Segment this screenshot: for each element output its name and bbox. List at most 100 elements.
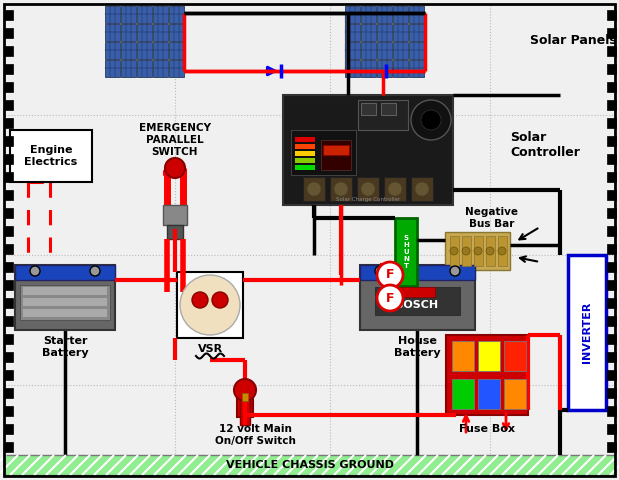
Bar: [607, 190, 616, 200]
Bar: [607, 262, 616, 272]
Bar: [237, 387, 253, 417]
Bar: [395, 218, 417, 286]
Bar: [177, 272, 243, 338]
Bar: [445, 232, 510, 270]
Bar: [607, 226, 616, 236]
Circle shape: [234, 379, 256, 401]
Bar: [607, 172, 616, 182]
Bar: [361, 60, 376, 77]
Bar: [345, 24, 360, 41]
Bar: [4, 388, 13, 398]
Bar: [4, 352, 13, 362]
Circle shape: [450, 266, 460, 276]
Bar: [409, 60, 424, 77]
Bar: [607, 10, 616, 20]
Text: VSR: VSR: [197, 344, 223, 354]
Bar: [377, 42, 392, 59]
Text: S
H
U
N
T: S H U N T: [403, 235, 409, 269]
Bar: [478, 341, 500, 371]
Circle shape: [377, 262, 403, 288]
Bar: [242, 393, 248, 401]
Bar: [321, 140, 351, 170]
Circle shape: [212, 292, 228, 308]
Bar: [450, 236, 459, 266]
Text: INVERTER: INVERTER: [582, 301, 592, 363]
Bar: [478, 379, 500, 409]
Bar: [607, 28, 616, 38]
Bar: [137, 42, 152, 59]
Bar: [105, 24, 120, 41]
Bar: [153, 42, 168, 59]
Bar: [498, 236, 507, 266]
Bar: [330, 177, 352, 201]
Bar: [361, 6, 376, 23]
Bar: [399, 287, 435, 297]
Bar: [105, 42, 120, 59]
Bar: [345, 42, 360, 59]
Bar: [4, 406, 13, 416]
Bar: [393, 42, 408, 59]
Bar: [4, 316, 13, 326]
Bar: [358, 100, 408, 130]
Bar: [4, 208, 13, 218]
Bar: [23, 298, 107, 306]
Bar: [121, 60, 136, 77]
Bar: [4, 82, 13, 92]
Bar: [409, 42, 424, 59]
Bar: [4, 262, 13, 272]
Text: BOSCH: BOSCH: [396, 300, 439, 310]
Bar: [4, 190, 13, 200]
Bar: [384, 177, 406, 201]
Bar: [303, 177, 325, 201]
Bar: [607, 406, 616, 416]
Bar: [15, 265, 115, 330]
Bar: [409, 24, 424, 41]
Circle shape: [498, 247, 506, 255]
Bar: [375, 287, 460, 315]
Text: F: F: [386, 268, 394, 281]
Bar: [409, 6, 424, 23]
Bar: [474, 236, 483, 266]
Bar: [169, 42, 184, 59]
Bar: [153, 24, 168, 41]
Bar: [504, 341, 526, 371]
Bar: [4, 172, 13, 182]
Bar: [607, 352, 616, 362]
Circle shape: [30, 266, 40, 276]
Bar: [607, 118, 616, 128]
Bar: [295, 144, 315, 149]
Bar: [15, 265, 115, 280]
Bar: [360, 265, 475, 280]
Bar: [153, 6, 168, 23]
Bar: [291, 130, 356, 175]
Bar: [361, 24, 376, 41]
Bar: [23, 287, 107, 295]
Circle shape: [377, 285, 403, 311]
Bar: [10, 130, 92, 182]
Text: F: F: [386, 291, 394, 304]
Bar: [4, 136, 13, 146]
Bar: [393, 24, 408, 41]
Text: Negative
Bus Bar: Negative Bus Bar: [465, 207, 519, 229]
Bar: [4, 100, 13, 110]
Circle shape: [165, 158, 185, 178]
Bar: [121, 42, 136, 59]
Text: EMERGENCY
PARALLEL
SWITCH: EMERGENCY PARALLEL SWITCH: [139, 123, 211, 156]
Bar: [4, 64, 13, 74]
Bar: [169, 6, 184, 23]
Bar: [153, 60, 168, 77]
Circle shape: [415, 182, 429, 196]
Bar: [360, 265, 475, 330]
Bar: [361, 103, 376, 115]
Circle shape: [450, 247, 458, 255]
Circle shape: [421, 110, 441, 130]
Bar: [137, 24, 152, 41]
Bar: [607, 154, 616, 164]
Text: 12 volt Main
On/Off Switch: 12 volt Main On/Off Switch: [215, 424, 295, 446]
Bar: [4, 244, 13, 254]
Bar: [137, 60, 152, 77]
Bar: [4, 455, 615, 475]
Bar: [295, 137, 315, 142]
Circle shape: [90, 266, 100, 276]
Bar: [607, 46, 616, 56]
